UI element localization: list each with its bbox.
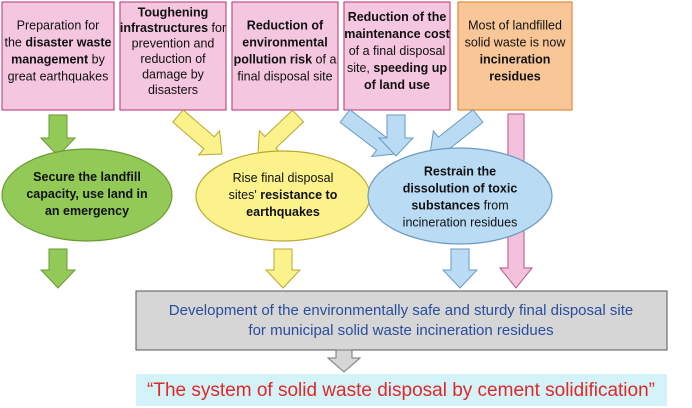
label-run: of a final disposal (349, 44, 446, 58)
label: residues (489, 70, 540, 84)
arrow (39, 114, 77, 157)
label: disasters (148, 83, 198, 97)
arrow (257, 109, 305, 155)
label: reduction of (140, 52, 206, 66)
system-text: “The system of solid waste disposal by c… (147, 380, 655, 401)
label-run: Secure the landfill (33, 170, 141, 184)
label: Toughening (138, 6, 209, 20)
cause-box (1, 1, 115, 111)
label-run: Toughening (138, 6, 209, 20)
development-box (135, 290, 668, 351)
label-run: Restrain the (424, 165, 496, 179)
arrow (264, 248, 302, 289)
label: prevention and (132, 37, 215, 51)
label: earthquakes (246, 205, 320, 219)
label: Reduction of (247, 19, 324, 33)
cause-box (231, 1, 339, 111)
label-run: from (480, 199, 508, 213)
goal-ellipse (367, 147, 553, 245)
label-run: environmental (242, 36, 327, 50)
label: the disaster waste (4, 36, 111, 50)
label: incineration residues (403, 216, 518, 230)
arrow (326, 349, 362, 373)
label-run: resistance to (260, 188, 337, 202)
label-run: incineration residues (403, 216, 518, 230)
label: Reduction of the (348, 10, 447, 24)
label-run: speeding up (373, 61, 447, 75)
label: of land use (364, 78, 430, 92)
label-run: of a (312, 53, 336, 67)
label-run: of land use (364, 78, 430, 92)
label-run: Reduction of (247, 19, 324, 33)
cause-box (343, 1, 451, 111)
label-run: final disposal site (237, 70, 332, 84)
label-run: disasters (148, 83, 198, 97)
cause-box (457, 1, 573, 111)
goal-ellipse (1, 148, 173, 242)
label: great earthquakes (8, 70, 109, 84)
arrow (377, 114, 415, 157)
label-run: pollution risk (234, 53, 313, 67)
label-run: sites' (229, 188, 261, 202)
arrow (441, 248, 479, 289)
label: maintenance cost (344, 27, 450, 41)
label-run: incineration (480, 53, 551, 67)
system-box (136, 374, 667, 406)
label-run: Rise final disposal (233, 171, 334, 185)
label-run: dissolution of toxic (403, 182, 518, 196)
label: Preparation for (17, 19, 100, 33)
label-run: infrastructures (120, 21, 208, 35)
label: Most of landfilled (468, 19, 562, 33)
label: of a final disposal (349, 44, 446, 58)
label-run: great earthquakes (8, 70, 109, 84)
label: environmental (242, 36, 327, 50)
label-run: management (11, 53, 89, 67)
label-run: substances (411, 199, 480, 213)
label: an emergency (45, 204, 129, 218)
label-run: disaster waste (25, 36, 111, 50)
label: final disposal site (237, 70, 332, 84)
label-run: capacity, use land in (26, 187, 147, 201)
label: site, speeding up (347, 61, 447, 75)
label-run: earthquakes (246, 205, 320, 219)
label: pollution risk of a (234, 53, 337, 67)
label-run: site, (347, 61, 373, 75)
label: sites' resistance to (229, 188, 338, 202)
label-run: an emergency (45, 204, 129, 218)
label: capacity, use land in (26, 187, 147, 201)
label-run: Reduction of the (348, 10, 447, 24)
label: damage by (142, 68, 205, 82)
label-run: damage by (142, 68, 205, 82)
label: substances from (411, 199, 508, 213)
development-text: Development of the environmentally safe … (169, 302, 633, 319)
label: management by (11, 53, 106, 67)
cause-box (119, 1, 227, 111)
label-run: the (4, 36, 25, 50)
label-run: Most of landfilled (468, 19, 562, 33)
label: Restrain the (424, 165, 496, 179)
label-run: maintenance cost (344, 27, 450, 41)
label-run: by (88, 53, 105, 67)
label-run: solid waste is now (465, 36, 567, 50)
label: incineration (480, 53, 551, 67)
arrow (39, 248, 77, 289)
label-run: prevention and (132, 37, 215, 51)
label: Rise final disposal (233, 171, 334, 185)
arrow (172, 109, 223, 156)
label: dissolution of toxic (403, 182, 518, 196)
label-run: for (208, 21, 226, 35)
label: Secure the landfill (33, 170, 141, 184)
label-run: residues (489, 70, 540, 84)
label: infrastructures for (120, 21, 226, 35)
label-run: Preparation for (17, 19, 100, 33)
label: solid waste is now (465, 36, 567, 50)
label-run: reduction of (140, 52, 206, 66)
development-text: for municipal solid waste incineration r… (248, 322, 553, 339)
